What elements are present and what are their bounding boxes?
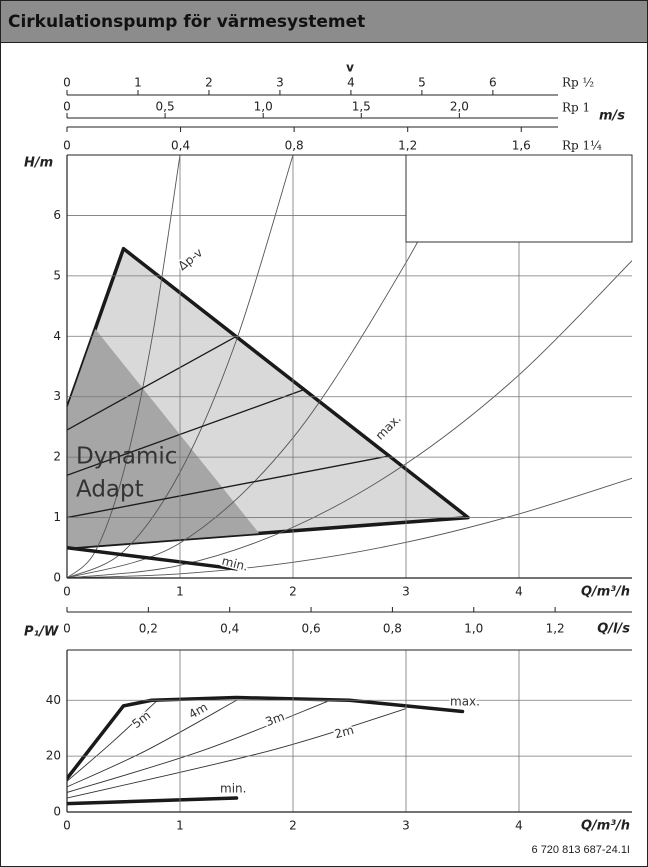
y-tick-label: 4 (53, 329, 61, 343)
curve-thick (67, 546, 239, 571)
x-tick-label: 3 (402, 585, 410, 599)
y-tick-label: 40 (46, 693, 61, 707)
curve (67, 701, 328, 793)
x-tick-label: 0 (63, 819, 71, 833)
y-tick-label: 5 (53, 268, 61, 282)
top-tick-label: 0 (63, 76, 71, 90)
top-tick-label: 0 (63, 139, 71, 153)
top-tick-label: 1,2 (398, 139, 417, 153)
curve (67, 155, 181, 578)
x2-tick-label: 0,2 (139, 622, 158, 636)
top-tick-label: 0,5 (156, 100, 175, 114)
x-axis-label: Q/m³/h (581, 819, 630, 834)
plot-area (67, 155, 632, 578)
x2-axis-label: Q/l/s (597, 622, 630, 637)
x-tick-label: 1 (176, 585, 184, 599)
curve (67, 708, 407, 799)
top-axes-unit: m/s (599, 109, 625, 124)
x2-tick-label: 0,8 (383, 622, 402, 636)
curve (67, 455, 390, 519)
x-tick-label: 2 (289, 585, 297, 599)
curve (67, 699, 158, 782)
x-tick-label: 0 (63, 585, 71, 599)
x-tick-label: 4 (515, 819, 523, 833)
top-tick-label: 0 (63, 100, 71, 114)
top-axis-label: Rp ½ (562, 76, 594, 90)
top-tick-label: 6 (489, 76, 497, 90)
y-tick-label: 3 (53, 389, 61, 403)
x2-tick-label: 0 (63, 622, 71, 636)
y-tick-label: 0 (53, 571, 61, 585)
top-tick-label: 5 (418, 76, 426, 90)
x-tick-label: 2 (289, 819, 297, 833)
top-tick-label: 0,8 (285, 139, 304, 153)
top-tick-label: 1,0 (254, 100, 273, 114)
curve (67, 155, 294, 578)
top-tick-label: 1,5 (352, 100, 371, 114)
figure-code: 6 720 813 687-24.1I (532, 844, 630, 856)
area (67, 329, 260, 548)
x-tick-label: 1 (176, 819, 184, 833)
top-tick-label: 4 (347, 76, 355, 90)
x2-tick-label: 1,2 (546, 622, 565, 636)
y-tick-label: 20 (46, 749, 61, 763)
blank-box (405, 154, 633, 243)
plot-area (67, 695, 465, 806)
x2-tick-label: 1,0 (464, 622, 483, 636)
y-tick-label: 6 (53, 208, 61, 222)
x-tick-label: 3 (402, 819, 410, 833)
y-axis-label: H/m (24, 156, 53, 171)
header-title: Cirkulationspump för värmesystemet (8, 12, 365, 32)
top-axis-label: Rp 1 (562, 101, 590, 115)
y-tick-label: 1 (53, 510, 61, 524)
y-tick-label: 0 (53, 805, 61, 819)
curve-thick (67, 796, 239, 806)
x-tick-label: 4 (515, 585, 523, 599)
curve-thick (67, 695, 465, 781)
annotation: max. (450, 695, 480, 709)
curve (67, 477, 632, 578)
top-tick-label: 2 (205, 76, 213, 90)
y-axis-label: P₁/W (24, 625, 59, 640)
curve (67, 335, 238, 431)
annotation: min. (220, 782, 246, 796)
curve (67, 388, 305, 476)
curve (67, 699, 237, 788)
top-axis-label: Rp 1¼ (562, 139, 602, 153)
top-tick-label: 0,4 (171, 139, 190, 153)
header-bar (0, 0, 648, 43)
x2-tick-label: 0,6 (302, 622, 321, 636)
top-tick-label: 2,0 (450, 100, 469, 114)
top-tick-label: 1,6 (512, 139, 531, 153)
curve (67, 260, 632, 578)
annotation: Adapt (76, 477, 144, 503)
x2-tick-label: 0,4 (220, 622, 239, 636)
top-tick-label: 3 (276, 76, 284, 90)
x-axis-label: Q/m³/h (581, 585, 630, 600)
top-tick-label: 1 (134, 76, 142, 90)
annotation: 2m (333, 723, 355, 742)
y-tick-label: 2 (53, 450, 61, 464)
top-axes-title: v (346, 61, 354, 75)
annotation: Dynamic (76, 444, 177, 470)
